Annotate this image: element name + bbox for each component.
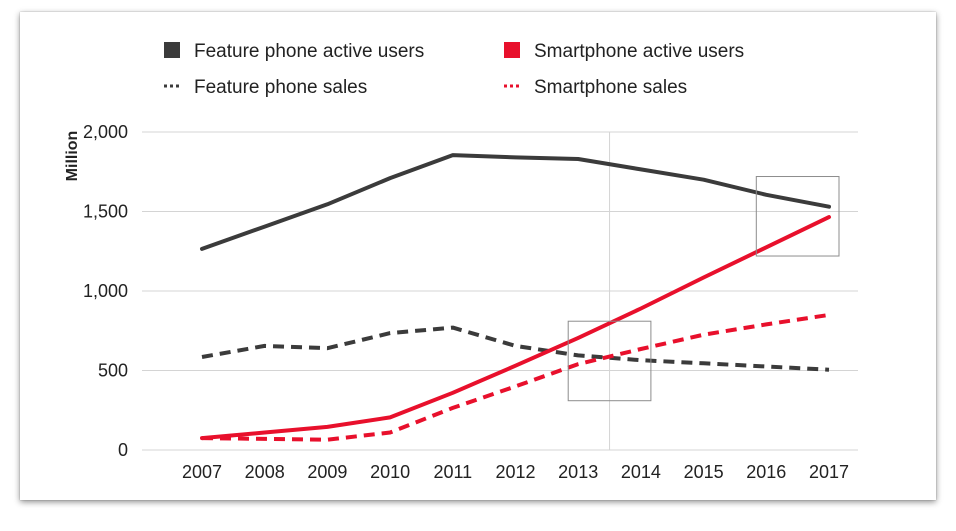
legend-item: Smartphone sales bbox=[504, 77, 687, 98]
highlight-box bbox=[567, 320, 652, 402]
y-tick-label: 2,000 bbox=[83, 122, 128, 142]
x-tick-labels: 2007 2008 2009 2010 2011 2012 2013 2014 2015 2016… bbox=[182, 462, 849, 482]
x-tick-label: 2009 bbox=[307, 462, 347, 482]
legend: Feature phone active users Smartphone act… bbox=[164, 41, 744, 98]
y-tick-label: 1,000 bbox=[83, 281, 128, 301]
legend-label: Feature phone active users bbox=[194, 41, 424, 62]
chart-card: 0 500 1,000 1,500 2,000 2007 2008 2009 2010 2011… bbox=[20, 12, 936, 500]
x-tick-label: 2017 bbox=[809, 462, 849, 482]
x-tick-label: 2007 bbox=[182, 462, 222, 482]
legend-label: Smartphone sales bbox=[534, 77, 687, 98]
y-tick-labels: 0 500 1,000 1,500 2,000 bbox=[83, 122, 128, 460]
legend-label: Feature phone sales bbox=[194, 77, 367, 98]
x-tick-label: 2016 bbox=[746, 462, 786, 482]
highlight-box bbox=[755, 176, 840, 257]
line-chart: 0 500 1,000 1,500 2,000 2007 2008 2009 2010 2011… bbox=[64, 41, 858, 482]
y-tick-label: 500 bbox=[98, 361, 128, 381]
x-tick-label: 2008 bbox=[245, 462, 285, 482]
series-line-smartphone-active-users bbox=[200, 215, 831, 441]
y-tick-label: 0 bbox=[118, 440, 128, 460]
legend-item: Smartphone active users bbox=[504, 41, 744, 62]
x-tick-label: 2010 bbox=[370, 462, 410, 482]
series-line-feature-phone-sales bbox=[201, 325, 830, 372]
series-line-smartphone-sales bbox=[201, 312, 830, 442]
legend-swatch bbox=[164, 42, 180, 58]
legend-item: Feature phone sales bbox=[164, 77, 367, 98]
y-tick-label: 1,500 bbox=[83, 202, 128, 222]
x-tick-label: 2012 bbox=[495, 462, 535, 482]
y-axis-title: Million bbox=[64, 131, 81, 182]
x-tick-label: 2015 bbox=[684, 462, 724, 482]
series-line-feature-phone-active-users bbox=[200, 153, 831, 251]
gridlines bbox=[142, 131, 858, 451]
legend-item: Feature phone active users bbox=[164, 41, 424, 62]
series-lines bbox=[200, 153, 831, 442]
x-tick-label: 2011 bbox=[433, 462, 472, 482]
highlight-boxes bbox=[567, 176, 840, 402]
legend-swatch bbox=[504, 42, 520, 58]
legend-label: Smartphone active users bbox=[534, 41, 744, 62]
x-tick-label: 2013 bbox=[558, 462, 598, 482]
x-tick-label: 2014 bbox=[621, 462, 661, 482]
